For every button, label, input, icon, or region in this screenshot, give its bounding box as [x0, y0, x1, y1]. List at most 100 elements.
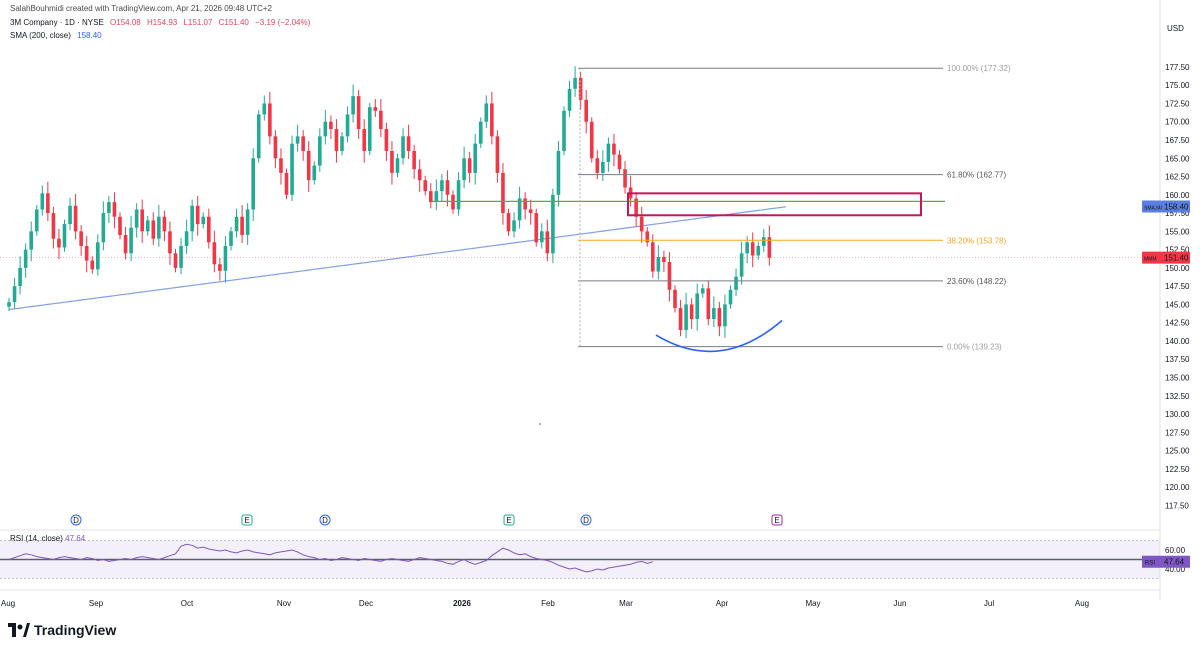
candle-body [256, 114, 261, 159]
candle-body [107, 202, 111, 214]
earnings-marker[interactable]: E [241, 514, 253, 526]
rsi-legend-value: 47.64 [65, 534, 86, 543]
candle-body [451, 194, 455, 210]
candle-body [51, 213, 56, 239]
earnings-marker-box [241, 514, 253, 526]
candle-body [462, 158, 466, 181]
time-tick-label: Feb [541, 599, 555, 608]
rsi-tag-value: 47.64 [1164, 558, 1185, 567]
price-tick-label: 142.50 [1165, 319, 1190, 328]
sma-layer [8, 206, 787, 311]
ohlc-high: H154.93 [146, 18, 178, 27]
price-tick-label: 165.00 [1165, 154, 1190, 163]
price-tick-label: 147.50 [1165, 282, 1190, 291]
candle-body [429, 191, 433, 203]
candle-body [295, 136, 300, 144]
event-marker-letter: E [506, 516, 511, 525]
time-tick-label: Dec [359, 599, 373, 608]
earnings-marker[interactable]: E [771, 514, 783, 526]
ohlc-low: L151.07 [183, 18, 213, 27]
ohlc-change: −3.19 (−2.04%) [255, 18, 311, 27]
candle-body [379, 110, 383, 130]
candle-body [423, 180, 428, 192]
candle-body [290, 143, 294, 195]
candle-body [734, 276, 738, 290]
dividend-marker[interactable]: D [319, 514, 331, 526]
candle-body [234, 216, 239, 232]
candle-body [545, 231, 550, 254]
candle-body [323, 121, 328, 137]
candle-body [318, 136, 322, 166]
dividend-marker-circle [70, 514, 82, 526]
candle-body [534, 213, 539, 243]
dividend-marker[interactable]: D [70, 514, 82, 526]
last-price-tag-label-bg [1142, 251, 1162, 264]
annotation-layer [0, 192, 1160, 425]
candle-body [262, 103, 267, 115]
candle-body [445, 180, 450, 195]
candle-body [567, 88, 572, 111]
candle-body [123, 235, 128, 254]
sma-200-line [8, 206, 787, 311]
candle-body [301, 136, 305, 151]
price-tick-label: 170.00 [1165, 118, 1190, 127]
rsi-tick-label: 60.00 [1165, 546, 1186, 555]
candle-body [162, 216, 167, 232]
price-tick-label: 177.50 [1165, 63, 1190, 72]
tradingview-brand[interactable]: TradingView [8, 622, 116, 638]
candle-body [384, 129, 389, 151]
price-tick-label: 155.00 [1165, 227, 1190, 236]
candle-body [750, 242, 755, 256]
candle-body [7, 302, 11, 307]
candle-body [101, 213, 106, 243]
candle-body [678, 308, 683, 330]
candle-body [623, 169, 627, 188]
candle-body [612, 143, 616, 155]
candle-body [434, 191, 439, 203]
rsi-tag-label: RSI [1145, 561, 1155, 567]
fib-level-label: 61.80% (162.77) [947, 171, 1006, 180]
price-tick-label: 175.00 [1165, 81, 1190, 90]
candle-body [40, 193, 45, 210]
time-tick-label: Mar [619, 599, 633, 608]
earnings-marker-box [771, 514, 783, 526]
candle-body [506, 213, 511, 232]
price-tick-label: 125.00 [1165, 447, 1190, 456]
candle-body [656, 256, 661, 272]
event-marker-letter: D [322, 516, 328, 525]
fib-level-label: 100.00% (177.32) [947, 64, 1011, 73]
rsi-legend-label: RSI (14, close) 47.64 [10, 534, 86, 543]
candle-body [212, 242, 217, 265]
candle-body [12, 286, 17, 303]
dividend-marker-circle [319, 514, 331, 526]
candle-body [689, 304, 694, 320]
candle-body [684, 304, 688, 330]
fib-level-label: 38.20% (153.78) [947, 236, 1006, 245]
candle-body [395, 158, 400, 173]
candle-body [762, 237, 766, 246]
candle-body [218, 264, 222, 271]
candle-body [717, 308, 722, 327]
dividend-marker[interactable]: D [580, 514, 592, 526]
candle-body [157, 216, 161, 239]
dividend-marker-circle [580, 514, 592, 526]
candle-body [728, 289, 733, 305]
event-marker-letter: D [583, 516, 589, 525]
candle-body [84, 245, 89, 261]
candle-body [767, 237, 772, 258]
symbol-name[interactable]: 3M Company · 1D · NYSE [10, 18, 104, 27]
sma-value: 158.40 [77, 31, 102, 40]
time-tick-label: 2026 [453, 599, 471, 608]
candle-body [667, 262, 672, 290]
candle-body [251, 158, 255, 210]
sma-legend[interactable]: SMA (200, close) 158.40 [10, 31, 106, 40]
candle-body [46, 193, 50, 214]
candle-body [673, 289, 677, 309]
candle-body [706, 288, 711, 320]
rsi-tag-label-bg [1142, 555, 1162, 568]
candle-body [639, 216, 644, 232]
earnings-marker[interactable]: E [503, 514, 515, 526]
candle-body [478, 121, 483, 144]
candle-body [540, 231, 544, 243]
